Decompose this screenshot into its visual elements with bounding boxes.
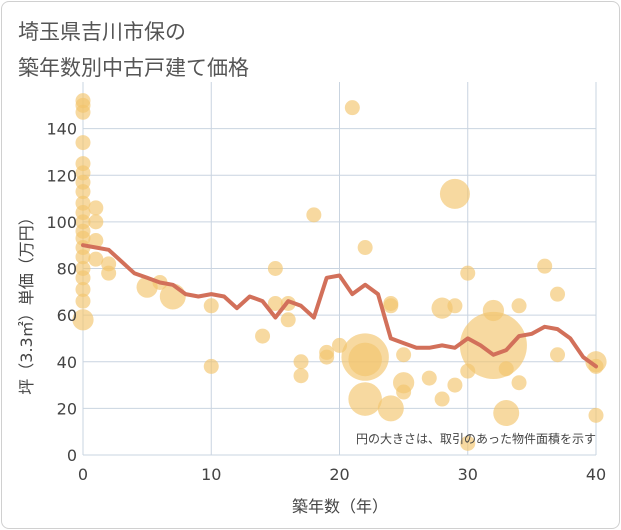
- chart-title-line-1: 埼玉県吉川市保の: [18, 20, 186, 44]
- y-axis-ticks: 0 20 40 60 80 100 120 140: [46, 120, 77, 465]
- data-bubble: [396, 347, 412, 363]
- data-bubble: [498, 361, 514, 377]
- bubble-layer: [72, 93, 607, 451]
- data-bubble: [75, 249, 91, 265]
- data-bubble: [431, 297, 453, 319]
- data-bubble: [75, 135, 91, 151]
- data-bubble: [280, 312, 296, 328]
- data-bubble: [72, 309, 94, 331]
- data-bubble: [348, 342, 382, 377]
- x-tick-label: 40: [586, 465, 606, 484]
- data-bubble: [88, 251, 104, 267]
- data-bubble: [88, 214, 104, 230]
- data-bubble: [493, 400, 520, 427]
- data-bubble: [75, 293, 91, 309]
- data-bubble: [550, 347, 566, 363]
- data-bubble: [267, 295, 283, 311]
- data-bubble: [348, 382, 382, 416]
- y-tick-label: 120: [46, 166, 77, 185]
- y-tick-label: 140: [46, 120, 77, 139]
- data-bubble: [75, 104, 91, 120]
- data-bubble: [75, 184, 91, 200]
- x-tick-label: 10: [201, 465, 221, 484]
- data-bubble: [357, 240, 373, 256]
- data-bubble: [383, 298, 399, 314]
- data-bubble: [421, 370, 437, 386]
- chart-title: 埼玉県吉川市保の 築年数別中古戸建て価格: [18, 14, 249, 86]
- grid-lines: [82, 82, 597, 456]
- data-bubble: [75, 281, 91, 297]
- y-tick-label: 80: [57, 260, 77, 279]
- data-bubble: [447, 298, 463, 314]
- x-tick-label: 20: [329, 465, 349, 484]
- data-bubble: [344, 100, 360, 116]
- data-bubble: [447, 377, 463, 393]
- data-bubble: [550, 286, 566, 302]
- data-bubble: [377, 395, 404, 422]
- data-bubble: [306, 207, 322, 223]
- bubble-size-note: 円の大きさは、取引のあった物件面積を示す: [356, 431, 596, 446]
- data-bubble: [203, 358, 219, 374]
- x-tick-label: 0: [78, 465, 88, 484]
- y-tick-label: 0: [67, 446, 77, 465]
- data-bubble: [439, 178, 470, 209]
- data-bubble: [88, 233, 104, 249]
- data-bubble: [434, 391, 450, 407]
- data-bubble: [460, 363, 476, 379]
- y-tick-label: 20: [57, 399, 77, 418]
- data-bubble: [482, 299, 505, 322]
- y-tick-label: 60: [57, 306, 77, 325]
- data-bubble: [203, 298, 219, 314]
- data-bubble: [460, 265, 476, 281]
- data-bubble: [255, 328, 271, 344]
- data-bubble: [537, 258, 553, 274]
- x-tick-label: 30: [458, 465, 478, 484]
- y-tick-label: 100: [46, 213, 77, 232]
- data-bubble: [511, 298, 527, 314]
- data-bubble: [75, 270, 91, 286]
- y-tick-label: 40: [57, 353, 77, 372]
- data-bubble: [460, 435, 476, 451]
- x-axis-ticks: 0 10 20 30 40: [78, 465, 606, 484]
- data-bubble: [88, 200, 104, 216]
- data-bubble: [396, 384, 412, 400]
- data-bubble: [588, 407, 604, 423]
- data-bubble: [511, 375, 527, 391]
- data-bubble: [267, 261, 283, 276]
- data-bubble: [101, 265, 117, 281]
- data-bubble: [332, 337, 347, 353]
- data-bubble: [293, 354, 309, 370]
- data-bubble: [459, 311, 527, 379]
- data-bubble: [319, 349, 335, 365]
- chart-title-line-2: 築年数別中古戸建て価格: [18, 56, 249, 80]
- average-price-line: [81, 243, 598, 369]
- x-axis-label: 築年数（年）: [292, 497, 388, 516]
- y-axis-label: 坪（3.3㎡）単価（万円）: [17, 209, 36, 394]
- data-bubble: [293, 368, 309, 384]
